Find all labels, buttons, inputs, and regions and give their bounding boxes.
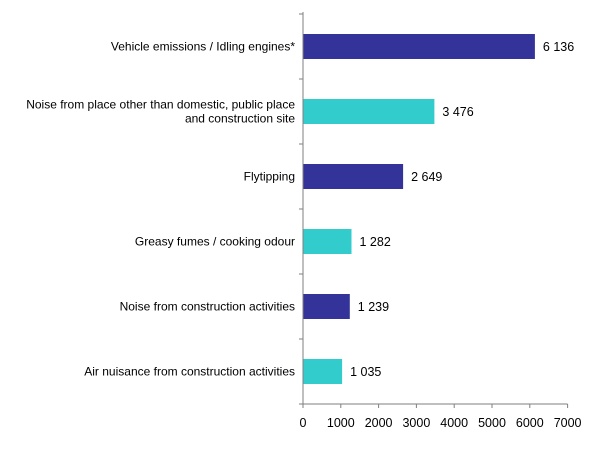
value-label-4: 1 239 [358,300,389,314]
value-label-5: 1 035 [350,365,381,379]
category-label-3: Greasy fumes / cooking odour [135,235,295,249]
category-label-1: Noise from place other than domestic, pu… [26,98,295,126]
x-tick-label-1: 1000 [327,416,355,430]
value-label-1: 3 476 [442,105,473,119]
category-label-1-line-1: and construction site [185,112,295,126]
bar-2 [303,164,404,189]
bar-5 [303,359,343,384]
x-tick-label-0: 0 [300,416,307,430]
x-tick-label-4: 4000 [440,416,468,430]
x-tick-label-3: 3000 [402,416,430,430]
x-tick-label-6: 6000 [516,416,544,430]
bar-3 [303,229,352,254]
bar-0 [303,34,535,59]
category-label-3-line-0: Greasy fumes / cooking odour [135,235,295,249]
x-tick-label-7: 7000 [554,416,582,430]
bar-1 [303,99,435,124]
category-label-4-line-0: Noise from construction activities [120,300,295,314]
category-label-2-line-0: Flytipping [244,170,295,184]
category-label-1-line-0: Noise from place other than domestic, pu… [26,98,295,112]
category-label-2: Flytipping [244,170,295,184]
bar-4 [303,294,350,319]
x-tick-label-2: 2000 [365,416,393,430]
category-label-5: Air nuisance from construction activitie… [84,365,295,379]
category-label-0-line-0: Vehicle emissions / Idling engines* [111,40,295,54]
category-label-5-line-0: Air nuisance from construction activitie… [84,365,295,379]
value-label-0: 6 136 [543,40,574,54]
value-label-2: 2 649 [411,170,442,184]
category-label-4: Noise from construction activities [120,300,295,314]
x-tick-label-5: 5000 [478,416,506,430]
value-label-3: 1 282 [360,235,391,249]
category-label-0: Vehicle emissions / Idling engines* [111,40,295,54]
